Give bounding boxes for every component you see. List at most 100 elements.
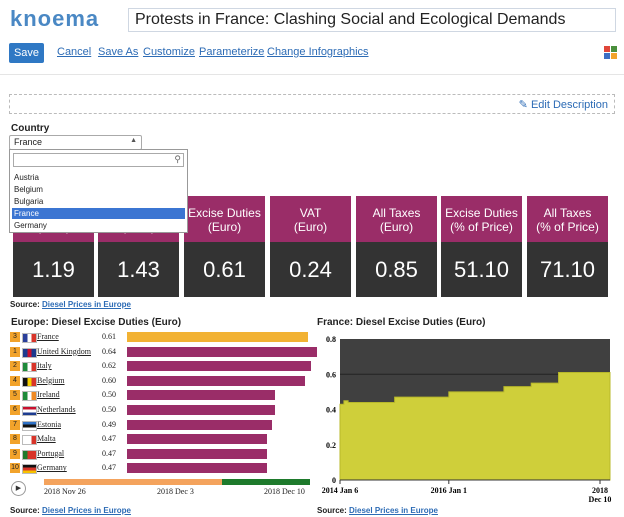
bar-value-label: 0.60: [102, 375, 116, 385]
bar[interactable]: [127, 361, 312, 372]
country-select[interactable]: France ▲: [9, 135, 142, 150]
source-link[interactable]: Diesel Prices in Europe: [42, 506, 131, 515]
x-end-label: 2018: [592, 486, 608, 495]
bar-country-name[interactable]: Germany: [37, 463, 67, 473]
kpi-card-value: 71.10: [527, 242, 608, 297]
bar-country-name[interactable]: Netherlands: [37, 405, 76, 414]
bar-rank-badge: 5: [10, 390, 20, 401]
flag-icon: [22, 391, 37, 402]
kpi-card-label-line: (% of Price): [536, 220, 599, 234]
y-tick-label: 0: [332, 476, 336, 485]
bar-country-name[interactable]: Ireland: [37, 390, 60, 400]
flag-icon: [22, 333, 37, 343]
bar-country-name[interactable]: France: [37, 332, 59, 341]
y-tick-label: 0.8: [326, 335, 336, 344]
dropdown-option[interactable]: Austria: [14, 173, 39, 182]
dropdown-option-selected[interactable]: France: [12, 208, 185, 219]
dropdown-search-input[interactable]: ⚲: [13, 153, 184, 167]
bar[interactable]: [127, 463, 267, 474]
bar-rank-badge: 7: [10, 419, 20, 430]
customize-link[interactable]: Customize: [143, 46, 195, 58]
edit-description-link[interactable]: ✎ Edit Description: [518, 99, 608, 111]
play-button[interactable]: ▶: [11, 481, 26, 496]
bar-value-label: 0.47: [102, 448, 116, 458]
bar-country-name[interactable]: Belgium: [37, 375, 65, 385]
bar-row[interactable]: 5 Ireland 0.50: [10, 389, 310, 402]
bar-rank-badge: 6: [10, 405, 20, 415]
bar[interactable]: [127, 419, 273, 430]
timeline-label: 2018 Nov 26: [44, 487, 86, 496]
source-link[interactable]: Diesel Prices in Europe: [349, 506, 438, 515]
bar-row[interactable]: 3 France 0.61: [10, 331, 310, 343]
kpi-card: Excise Duties (Euro) 0.61: [184, 196, 265, 297]
bar-country-name[interactable]: Malta: [37, 434, 56, 444]
bar-country-name[interactable]: United Kingdom: [37, 346, 91, 356]
timeline-label: 2018 Dec 10: [264, 487, 305, 496]
kpi-card: VAT (Euro) 0.24: [270, 196, 351, 297]
cancel-link[interactable]: Cancel: [57, 46, 92, 58]
kpi-card-value: 0.24: [270, 242, 351, 297]
save-as-link[interactable]: Save As: [98, 46, 139, 58]
kpi-card-label-line: VAT: [299, 206, 322, 220]
knoema-logo[interactable]: knoema: [10, 6, 100, 31]
bar-row[interactable]: 1 United Kingdom 0.64: [10, 346, 317, 358]
parameterize-link[interactable]: Parameterize: [199, 46, 265, 58]
y-tick-label: 0.6: [326, 370, 336, 379]
bar-rank-badge: 1: [10, 346, 20, 357]
bar-value-label: 0.64: [102, 346, 116, 356]
change-infographics-link[interactable]: Change Infographics: [267, 46, 369, 58]
kpi-card-label: Excise Duties (% of Price): [441, 196, 522, 242]
bar-row[interactable]: 7 Estonia 0.49: [10, 419, 310, 431]
bar-row[interactable]: 10 Germany 0.47: [10, 462, 310, 475]
bar-row[interactable]: 9 Portugal 0.47: [10, 448, 310, 460]
bar-row[interactable]: 6 Netherlands 0.50: [10, 404, 310, 416]
bar[interactable]: [127, 332, 309, 342]
bar[interactable]: [127, 375, 306, 386]
bar-row[interactable]: 8 Malta 0.47: [10, 433, 310, 446]
bar-value-label: 0.49: [102, 419, 116, 429]
country-label: Country: [11, 123, 50, 134]
bar-rank-badge: 3: [10, 332, 20, 342]
bar[interactable]: [127, 448, 267, 459]
timeline-label: 2018 Dec 3: [157, 487, 194, 496]
kpi-card-label-line: (Euro): [293, 220, 328, 234]
bar[interactable]: [127, 434, 267, 445]
source-line: Source: Diesel Prices in Europe: [317, 506, 438, 515]
source-link[interactable]: Diesel Prices in Europe: [42, 300, 131, 309]
timeline-segment-active[interactable]: [222, 479, 310, 485]
bar[interactable]: [127, 390, 276, 401]
timeline-segment[interactable]: [44, 479, 133, 485]
bar-country-name[interactable]: Italy: [37, 361, 52, 371]
kpi-card: Excise Duties (% of Price) 51.10: [441, 196, 522, 297]
dropdown-option[interactable]: Germany: [14, 221, 47, 230]
kpi-card-label-line: Excise Duties: [445, 206, 518, 220]
bar-country-name[interactable]: Estonia: [37, 419, 61, 429]
y-tick-label: 0.4: [326, 406, 336, 415]
dropdown-option[interactable]: Belgium: [14, 185, 43, 194]
kpi-card-label-line: (% of Price): [450, 220, 513, 234]
source-line: Source: Diesel Prices in Europe: [10, 506, 131, 515]
color-grid-icon[interactable]: [604, 46, 617, 59]
y-tick-label: 0.2: [326, 441, 336, 450]
country-select-value: France: [14, 137, 43, 147]
bar-country-name[interactable]: Portugal: [37, 448, 65, 458]
bar-rank-badge: 2: [10, 361, 20, 372]
toolbar-divider: [0, 74, 624, 75]
flag-icon: [22, 347, 37, 358]
dropdown-option[interactable]: Bulgaria: [14, 197, 44, 206]
bar[interactable]: [127, 346, 317, 357]
kpi-card-label-line: Excise Duties: [188, 206, 261, 220]
title-input[interactable]: Protests in France: Clashing Social and …: [128, 8, 616, 32]
x-end-label: Dec 10: [589, 495, 612, 504]
bar[interactable]: [127, 405, 276, 415]
x-tick-label: 2014 Jan 6: [322, 486, 358, 495]
flag-icon: [22, 464, 37, 475]
bar-row[interactable]: 2 Italy 0.62: [10, 360, 312, 373]
area-series: [339, 371, 611, 481]
flag-icon: [22, 406, 37, 416]
bar-row[interactable]: 4 Belgium 0.60: [10, 375, 310, 387]
save-button[interactable]: Save: [9, 43, 44, 63]
description-box[interactable]: ✎ Edit Description: [9, 94, 615, 114]
timeline-segment[interactable]: [133, 479, 222, 485]
